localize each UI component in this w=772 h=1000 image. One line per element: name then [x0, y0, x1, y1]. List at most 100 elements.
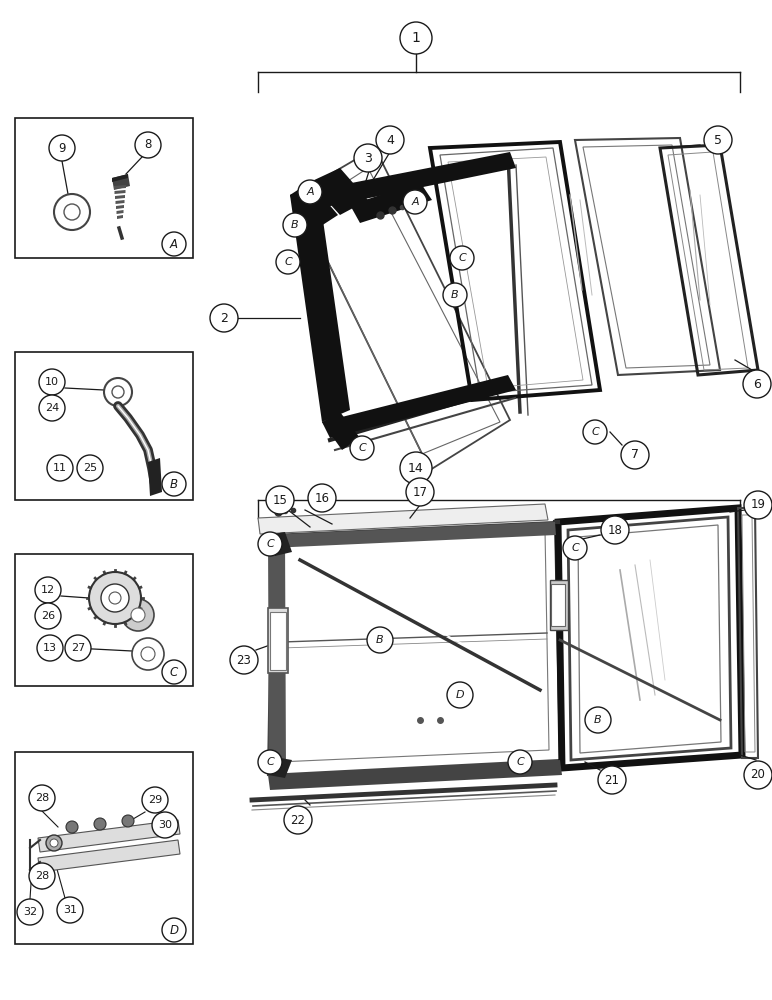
Circle shape [39, 369, 65, 395]
Bar [15, 752, 193, 944]
Circle shape [77, 455, 103, 481]
Circle shape [258, 532, 282, 556]
Circle shape [46, 835, 62, 851]
Circle shape [743, 370, 771, 398]
Text: 2: 2 [220, 312, 228, 324]
Circle shape [122, 815, 134, 827]
Text: 23: 23 [236, 654, 252, 666]
Text: 26: 26 [41, 611, 55, 621]
Circle shape [298, 180, 322, 204]
Bar [551, 584, 565, 626]
Circle shape [29, 785, 55, 811]
Circle shape [29, 863, 55, 889]
Text: 27: 27 [71, 643, 85, 653]
Circle shape [284, 806, 312, 834]
Circle shape [132, 638, 164, 670]
Circle shape [49, 135, 75, 161]
Text: C: C [571, 543, 579, 553]
Bar [270, 612, 286, 670]
Circle shape [400, 22, 432, 54]
Text: 9: 9 [58, 141, 66, 154]
Polygon shape [268, 532, 286, 778]
Circle shape [89, 572, 141, 624]
Polygon shape [268, 522, 556, 548]
Circle shape [47, 455, 73, 481]
Circle shape [35, 577, 61, 603]
Circle shape [50, 839, 58, 847]
Text: A: A [411, 197, 419, 207]
Circle shape [443, 283, 467, 307]
Polygon shape [116, 205, 124, 209]
Circle shape [141, 647, 155, 661]
Polygon shape [290, 152, 516, 213]
Circle shape [142, 787, 168, 813]
Circle shape [35, 603, 61, 629]
Circle shape [122, 599, 154, 631]
Polygon shape [38, 820, 180, 852]
Polygon shape [258, 504, 548, 534]
Circle shape [266, 486, 294, 514]
Text: A: A [306, 187, 313, 197]
Circle shape [135, 132, 161, 158]
Circle shape [601, 516, 629, 544]
Polygon shape [117, 215, 123, 219]
Circle shape [350, 436, 374, 460]
Text: 12: 12 [41, 585, 55, 595]
Text: 19: 19 [750, 498, 766, 512]
Circle shape [308, 484, 336, 512]
Circle shape [65, 635, 91, 661]
Text: 31: 31 [63, 905, 77, 915]
Circle shape [39, 395, 65, 421]
Text: 8: 8 [144, 138, 151, 151]
Text: 29: 29 [148, 795, 162, 805]
Text: B: B [376, 635, 384, 645]
Circle shape [450, 246, 474, 270]
Text: 11: 11 [53, 463, 67, 473]
Circle shape [403, 190, 427, 214]
Text: C: C [266, 539, 274, 549]
Text: 7: 7 [631, 448, 639, 462]
Polygon shape [114, 190, 126, 194]
Circle shape [447, 682, 473, 708]
Polygon shape [350, 182, 432, 223]
Polygon shape [114, 185, 126, 189]
Polygon shape [268, 532, 292, 556]
Text: 16: 16 [314, 491, 330, 504]
Circle shape [367, 627, 393, 653]
Text: 4: 4 [386, 133, 394, 146]
Circle shape [64, 204, 80, 220]
Polygon shape [117, 210, 124, 214]
Circle shape [744, 491, 772, 519]
Circle shape [162, 472, 186, 496]
Text: 1: 1 [411, 31, 421, 45]
Polygon shape [112, 174, 128, 182]
Circle shape [162, 660, 186, 684]
Text: 21: 21 [604, 774, 619, 786]
Bar [15, 554, 193, 686]
Text: 14: 14 [408, 462, 424, 475]
Text: B: B [170, 478, 178, 490]
Bar [268, 608, 288, 673]
Text: C: C [284, 257, 292, 267]
Polygon shape [290, 182, 338, 228]
Circle shape [112, 386, 124, 398]
Circle shape [563, 536, 587, 560]
Polygon shape [116, 200, 124, 204]
Text: C: C [516, 757, 524, 767]
Text: B: B [291, 220, 299, 230]
Text: 17: 17 [412, 486, 428, 498]
Circle shape [109, 592, 121, 604]
Text: 15: 15 [273, 493, 287, 506]
Text: 20: 20 [750, 768, 765, 782]
Polygon shape [322, 412, 360, 450]
Text: A: A [170, 237, 178, 250]
Text: C: C [591, 427, 599, 437]
Circle shape [162, 232, 186, 256]
Polygon shape [268, 760, 562, 790]
Circle shape [598, 766, 626, 794]
Text: 28: 28 [35, 793, 49, 803]
Text: C: C [266, 757, 274, 767]
Circle shape [276, 250, 300, 274]
Circle shape [94, 818, 106, 830]
Circle shape [162, 918, 186, 942]
